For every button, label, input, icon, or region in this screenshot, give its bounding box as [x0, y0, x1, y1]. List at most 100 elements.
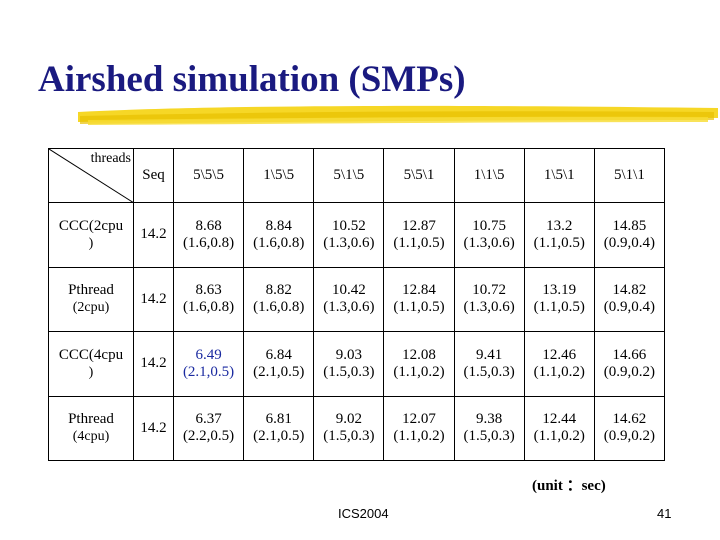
- row-label: Pthread (4cpu): [48, 395, 134, 461]
- data-cell: 12.46 (1.1,0.2): [523, 331, 595, 397]
- cell-value: 9.38: [476, 411, 503, 428]
- data-cell: 14.62 (0.9,0.2): [593, 395, 666, 461]
- row-label: CCC(4cpu): [48, 331, 134, 397]
- column-header: 5\5\1: [383, 148, 455, 203]
- column-header: 5\1\5: [313, 148, 385, 203]
- table-header-row: threads Seq 5\5\5 1\5\5 5\1\5 5\5\1 1\1\…: [48, 148, 666, 203]
- data-cell: 6.37 (2.2,0.5): [172, 395, 245, 461]
- cell-pair: (1.5,0.3): [463, 428, 515, 445]
- cell-pair: (1.1,0.2): [393, 428, 445, 445]
- cell-pair: (0.9,0.4): [603, 299, 656, 316]
- cell-value: 14.66: [612, 346, 647, 363]
- cell-value: 12.07: [402, 411, 436, 428]
- data-cell: 10.42 (1.3,0.6): [313, 266, 385, 332]
- cell-pair: (2.2,0.5): [182, 428, 235, 445]
- data-cell: 6.49 (2.1,0.5): [172, 331, 245, 397]
- cell-value: 9.41: [476, 346, 503, 363]
- cell-pair: (1.6,0.8): [182, 299, 235, 316]
- cell-value: 10.42: [331, 282, 366, 299]
- cell-value: 6.84: [265, 346, 292, 363]
- data-cell: 8.84 (1.6,0.8): [243, 202, 315, 268]
- data-cell: 12.84 (1.1,0.5): [383, 266, 455, 332]
- data-cell: 14.85 (0.9,0.4): [593, 202, 666, 268]
- cell-value: 13.19: [542, 282, 577, 299]
- cell-pair: (1.1,0.2): [533, 363, 585, 380]
- column-header: 1\5\1: [523, 148, 595, 203]
- data-cell: 13.2 (1.1,0.5): [523, 202, 595, 268]
- threads-label: threads: [90, 151, 131, 166]
- cell-value: 9.03: [335, 346, 362, 363]
- seq-cell: 14.2: [133, 202, 174, 268]
- corner-diagonal-line: [49, 149, 134, 203]
- seq-cell: 14.2: [133, 266, 174, 332]
- cell-value: 10.72: [472, 282, 506, 299]
- cell-value: 6.81: [265, 411, 292, 428]
- data-cell: 9.41 (1.5,0.3): [453, 331, 525, 397]
- cell-value: 12.87: [402, 217, 436, 234]
- data-cell: 10.52 (1.3,0.6): [313, 202, 385, 268]
- cell-pair: (2.1,0.5): [253, 428, 305, 445]
- cell-pair: (1.1,0.5): [393, 234, 445, 251]
- row-label-line2: (4cpu): [72, 429, 110, 445]
- cell-value: 8.84: [265, 217, 292, 234]
- cell-pair: (1.5,0.3): [323, 428, 375, 445]
- cell-pair: (1.6,0.8): [182, 234, 235, 251]
- cell-pair: (1.3,0.6): [323, 234, 375, 251]
- cell-value: 14.62: [612, 411, 647, 428]
- row-label-line2: ): [88, 364, 94, 380]
- data-cell: 12.87 (1.1,0.5): [383, 202, 455, 268]
- data-cell: 8.82 (1.6,0.8): [243, 266, 315, 332]
- cell-value: 12.08: [402, 346, 436, 363]
- cell-pair: (2.1,0.5): [253, 363, 305, 380]
- cell-value: 14.82: [612, 282, 647, 299]
- column-header: 1\5\5: [243, 148, 315, 203]
- cell-pair: (1.1,0.5): [393, 299, 445, 316]
- table-row: Pthread (2cpu) 14.2 8.63 (1.6,0.8) 8.82 (1.6,0…: [48, 266, 666, 332]
- data-cell: 8.63 (1.6,0.8): [172, 266, 245, 332]
- column-header: Seq: [133, 148, 174, 203]
- table-row: Pthread (4cpu) 14.2 6.37 (2.2,0.5) 6.81 (2.1,0…: [48, 395, 666, 461]
- row-label-line1: Pthread: [68, 282, 114, 299]
- data-cell: 14.82 (0.9,0.4): [593, 266, 666, 332]
- row-label-line1: Pthread: [68, 411, 114, 428]
- cell-value: 14.85: [612, 217, 647, 234]
- cell-value: 12.84: [402, 282, 436, 299]
- unit-note: (unit ：sec): [532, 478, 606, 494]
- data-cell: 6.81 (2.1,0.5): [243, 395, 315, 461]
- cell-pair: (2.1,0.5): [182, 363, 235, 380]
- cell-pair: (1.1,0.2): [393, 363, 445, 380]
- cell-pair: (1.5,0.3): [323, 363, 375, 380]
- cell-pair: (1.3,0.6): [463, 299, 515, 316]
- cell-pair: (0.9,0.4): [603, 234, 656, 251]
- cell-pair: (1.5,0.3): [463, 363, 515, 380]
- data-cell: 13.19 (1.1,0.5): [523, 266, 595, 332]
- cell-value: 12.46: [542, 346, 577, 363]
- data-cell: 12.07 (1.1,0.2): [383, 395, 455, 461]
- cell-pair: (1.6,0.8): [253, 299, 305, 316]
- table-row: CCC(4cpu) 14.2 6.49 (2.1,0.5) 6.84 (2.1,0.5) 9…: [48, 331, 666, 397]
- row-label-line1: CCC(2cpu: [58, 217, 124, 234]
- cell-pair: (1.3,0.6): [323, 299, 375, 316]
- page-number: 41: [657, 506, 672, 521]
- data-cell: 10.72 (1.3,0.6): [453, 266, 525, 332]
- cell-value: 8.82: [265, 282, 292, 299]
- corner-cell: threads: [48, 148, 134, 203]
- cell-pair: (1.3,0.6): [463, 234, 515, 251]
- data-cell: 12.44 (1.1,0.2): [523, 395, 595, 461]
- row-label: Pthread (2cpu): [48, 266, 134, 332]
- cell-value: 6.49: [195, 346, 222, 363]
- title-underline-brush: [78, 105, 718, 125]
- cell-value: 12.44: [542, 411, 577, 428]
- cell-value: 8.68: [195, 217, 222, 234]
- column-header: 5\1\1: [593, 148, 666, 203]
- seq-cell: 14.2: [133, 395, 174, 461]
- data-cell: 12.08 (1.1,0.2): [383, 331, 455, 397]
- cell-value: 9.02: [335, 411, 362, 428]
- cell-value: 13.2: [546, 217, 573, 234]
- column-header: 5\5\5: [172, 148, 245, 203]
- row-label-line2: (2cpu): [72, 300, 110, 316]
- cell-pair: (0.9,0.2): [603, 363, 656, 380]
- row-label-line2: ): [88, 235, 94, 251]
- table-row: CCC(2cpu) 14.2 8.68 (1.6,0.8) 8.84 (1.6,0.8) 1…: [48, 202, 666, 268]
- row-label: CCC(2cpu): [48, 202, 134, 268]
